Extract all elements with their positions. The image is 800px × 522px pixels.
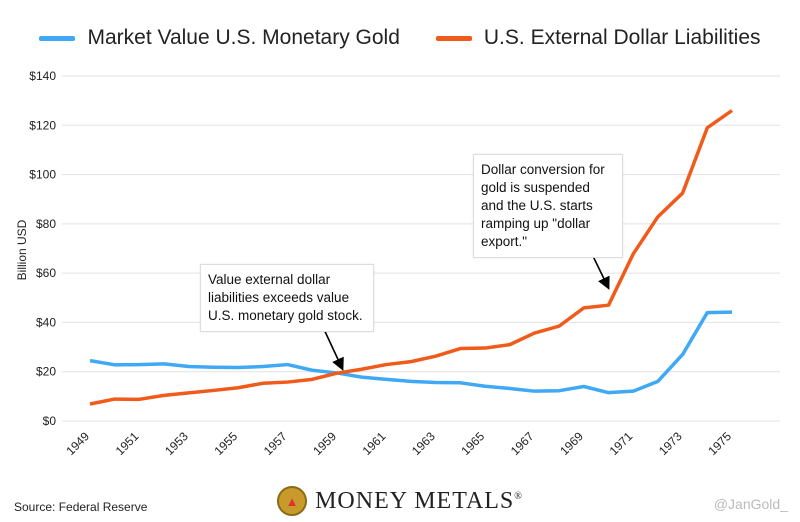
x-tick-label: 1975 [705,429,734,458]
y-tick-label: $40 [36,315,56,329]
y-tick-label: $80 [36,217,56,231]
x-tick-label: 1965 [458,429,487,458]
annotation-crossover: Value external dollar liabilities exceed… [200,264,374,332]
x-tick-label: 1969 [557,429,586,458]
legend-swatch-liabilities [435,35,472,41]
y-axis-label: Billion USD [15,219,29,280]
series-line-gold [89,310,733,395]
author-handle: @JanGold_ [713,496,788,512]
source-note: Source: Federal Reserve [14,500,148,514]
legend-label-gold: Market Value U.S. Monetary Gold [87,26,400,49]
x-tick-label: 1971 [607,429,636,458]
x-tick-label: 1973 [656,429,685,458]
y-tick-label: $140 [29,69,56,83]
annotation-arrow-1 [321,324,344,371]
legend-item-gold: Market Value U.S. Monetary Gold [39,26,400,50]
y-tick-label: $100 [29,168,56,182]
y-tick-label: $0 [43,414,57,428]
annotation-suspension: Dollar conversion for gold is suspended … [473,154,623,258]
series-line-liabilities [89,109,734,406]
x-tick-label: 1951 [113,429,142,458]
legend-swatch-gold [39,35,76,41]
x-tick-label: 1959 [310,429,339,458]
y-tick-label: $60 [36,266,56,280]
x-tick-label: 1949 [63,429,92,458]
y-tick-label: $20 [36,365,56,379]
legend-item-liabilities: U.S. External Dollar Liabilities [435,26,761,50]
legend: Market Value U.S. Monetary Gold U.S. Ext… [0,26,800,50]
x-tick-label: 1957 [261,429,290,458]
x-tick-label: 1961 [360,429,389,458]
x-tick-label: 1953 [162,429,191,458]
legend-label-liabilities: U.S. External Dollar Liabilities [483,26,761,49]
torch-medal-icon: ▲ [277,486,308,516]
x-tick-label: 1967 [508,429,537,458]
y-tick-label: $120 [29,118,56,132]
brand-logo: ▲ Money Metals® [0,486,800,516]
x-tick-label: 1963 [409,429,438,458]
x-tick-label: 1955 [211,429,240,458]
brand-name: Money Metals® [315,487,523,514]
